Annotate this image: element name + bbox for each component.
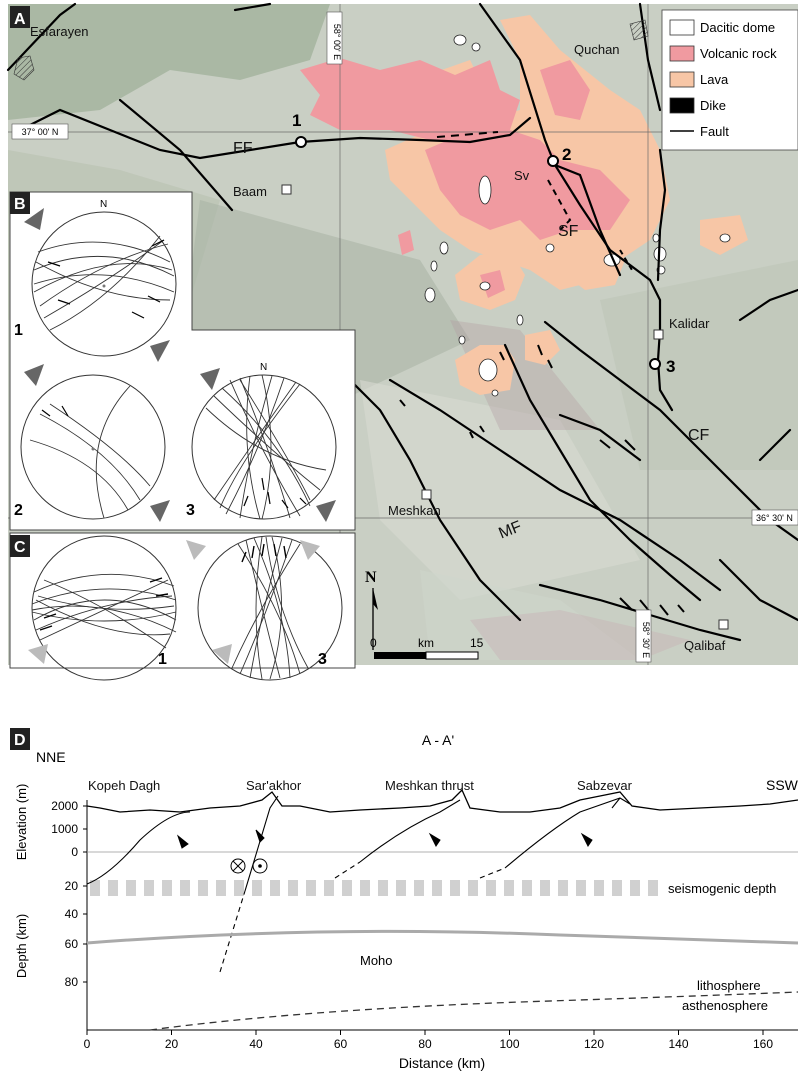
- panel-d: D A - A' NNE SSW Kopeh Dagh Sar'akhor Me…: [10, 728, 798, 1071]
- north-letter: N: [365, 569, 377, 586]
- stereonet-b2-label: 2: [14, 502, 23, 519]
- panel-d-letter: D: [14, 732, 26, 749]
- legend-swatch-lava: [669, 71, 695, 88]
- strike-slip-symbols: [230, 858, 268, 874]
- stereonet-c1-label: 1: [158, 651, 167, 668]
- legend-label-fault: Fault: [700, 124, 729, 139]
- esfarayen-label: Esfarayen: [30, 24, 89, 39]
- legend-label-volcanic-rock: Volcanic rock: [700, 46, 777, 61]
- depth-tick-label: 60: [65, 937, 79, 951]
- moho-label: Moho: [360, 953, 393, 968]
- legend: Dacitic dome Volcanic rock Lava Dike Fault: [661, 9, 798, 151]
- lon-58-00-label: 58° 00' E: [332, 24, 342, 60]
- quchan-label: Quchan: [574, 42, 620, 57]
- volcanic-rock-north: [300, 58, 520, 140]
- panel-c: C 1: [9, 532, 356, 681]
- feature-meshkan-thrust: Meshkan thrust: [385, 778, 474, 793]
- panel-b-letter: B: [14, 196, 26, 213]
- feature-kopeh-dagh: Kopeh Dagh: [88, 778, 160, 793]
- site-2-marker: [547, 155, 559, 167]
- sv-label: Sv: [514, 168, 530, 183]
- esfarayen-town: [13, 55, 35, 81]
- lon-58-30-label: 58° 30' E: [641, 622, 651, 658]
- stereonet-b1-north: N: [100, 199, 107, 210]
- kalidar-marker: [653, 329, 664, 340]
- stereonet-c3-label: 3: [318, 651, 327, 668]
- site-1-marker: [295, 136, 307, 148]
- panel-c-letter: C: [14, 539, 26, 556]
- fault-sf-label: SF: [558, 223, 579, 240]
- stereonet-b3-label: 3: [186, 502, 195, 519]
- x-tick-label: 80: [418, 1037, 432, 1051]
- topography-profile: [86, 788, 798, 813]
- meshkan-label: Meshkan: [388, 503, 441, 518]
- legend-label-lava: Lava: [700, 72, 729, 87]
- baam-label: Baam: [233, 184, 267, 199]
- scale-bar: [374, 651, 479, 660]
- fault-cf-label: CF: [688, 427, 710, 444]
- x-tick-label: 40: [249, 1037, 263, 1051]
- qalibaf-label: Qalibaf: [684, 638, 726, 653]
- section-nne: NNE: [36, 749, 66, 765]
- stereonet-b3-north: N: [260, 362, 267, 373]
- legend-label-dike: Dike: [700, 98, 726, 113]
- site-3-label: 3: [666, 357, 675, 376]
- feature-sarakhor: Sar'akhor: [246, 778, 302, 793]
- quchan-town: [629, 19, 649, 41]
- seismogenic-label: seismogenic depth: [668, 881, 776, 896]
- x-tick-label: 140: [668, 1037, 688, 1051]
- x-tick-label: 100: [499, 1037, 519, 1051]
- scale-zero: 0: [370, 636, 377, 650]
- distance-axis-label: Distance (km): [399, 1055, 485, 1071]
- stereonet-b2: 2: [14, 364, 170, 522]
- stereonet-b1: N 1: [14, 199, 177, 362]
- site-3-marker: [649, 358, 661, 370]
- asthenosphere-label: asthenosphere: [682, 998, 768, 1013]
- legend-swatch-volcanic-rock: [669, 45, 695, 62]
- x-tick-label: 60: [334, 1037, 348, 1051]
- x-tick-label: 120: [584, 1037, 604, 1051]
- stereonet-c3: 3: [197, 535, 343, 681]
- lat-37-00-label: 37° 00' N: [22, 127, 59, 137]
- kalidar-label: Kalidar: [669, 316, 710, 331]
- scale-unit: km: [418, 636, 434, 650]
- stereonet-b1-label: 1: [14, 322, 23, 339]
- dacitic-domes: [424, 34, 731, 397]
- depth-axis-label: Depth (km): [14, 914, 29, 978]
- panel-a-letter: A: [14, 11, 26, 28]
- elevation-axis-label: Elevation (m): [14, 784, 29, 861]
- meshkan-marker: [421, 489, 432, 500]
- moho-line: [86, 929, 798, 945]
- faults: [6, 2, 798, 642]
- feature-sabzevar: Sabzevar: [577, 778, 633, 793]
- depth-tick-label: 80: [65, 975, 79, 989]
- elev-tick-label: 2000: [51, 799, 78, 813]
- panel-b: B N 1: [9, 191, 356, 531]
- elev-tick-label: 0: [71, 845, 78, 859]
- section-ssw: SSW: [766, 777, 798, 793]
- baam-marker: [281, 184, 292, 195]
- elev-tick-label: 1000: [51, 822, 78, 836]
- lithosphere-label: lithosphere: [697, 978, 761, 993]
- depth-tick-label: 40: [65, 907, 79, 921]
- x-tick-label: 20: [165, 1037, 179, 1051]
- site-1-label: 1: [292, 111, 301, 130]
- scale-max: 15: [470, 636, 484, 650]
- section-title: A - A': [422, 732, 454, 748]
- lat-36-30-label: 36° 30' N: [756, 513, 793, 523]
- stereonet-b3: N 3: [186, 362, 337, 522]
- x-tick-label: 160: [753, 1037, 773, 1051]
- volcanic-rock-center: [425, 130, 630, 240]
- stereonet-c1: 1: [28, 535, 206, 681]
- fault-ff-label: FF: [233, 140, 253, 157]
- qalibaf-marker: [718, 619, 729, 630]
- depth-tick-label: 20: [65, 879, 79, 893]
- legend-label-dacitic-dome: Dacitic dome: [700, 20, 775, 35]
- legend-swatch-dike: [669, 97, 695, 114]
- legend-swatch-dacitic-dome: [669, 19, 695, 36]
- x-tick-label: 0: [84, 1037, 91, 1051]
- lithosphere-asthenosphere-boundary: [149, 991, 798, 1031]
- site-2-label: 2: [562, 145, 571, 164]
